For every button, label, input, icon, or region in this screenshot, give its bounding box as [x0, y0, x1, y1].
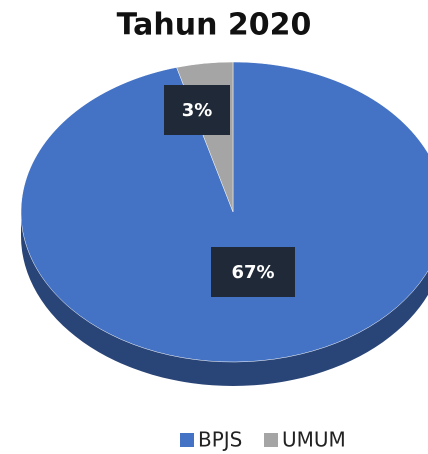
data-label: 67%: [231, 262, 274, 283]
legend-swatch: [264, 433, 278, 447]
legend-label: BPJS: [198, 428, 242, 452]
pie-slice: [20, 61, 428, 363]
data-label-box: [164, 85, 230, 135]
chart-title: Tahun 2020: [117, 8, 312, 43]
legend-label: UMUM: [282, 428, 346, 452]
data-label-box: [211, 247, 295, 297]
data-label: 3%: [182, 100, 213, 121]
legend-swatch: [180, 433, 194, 447]
